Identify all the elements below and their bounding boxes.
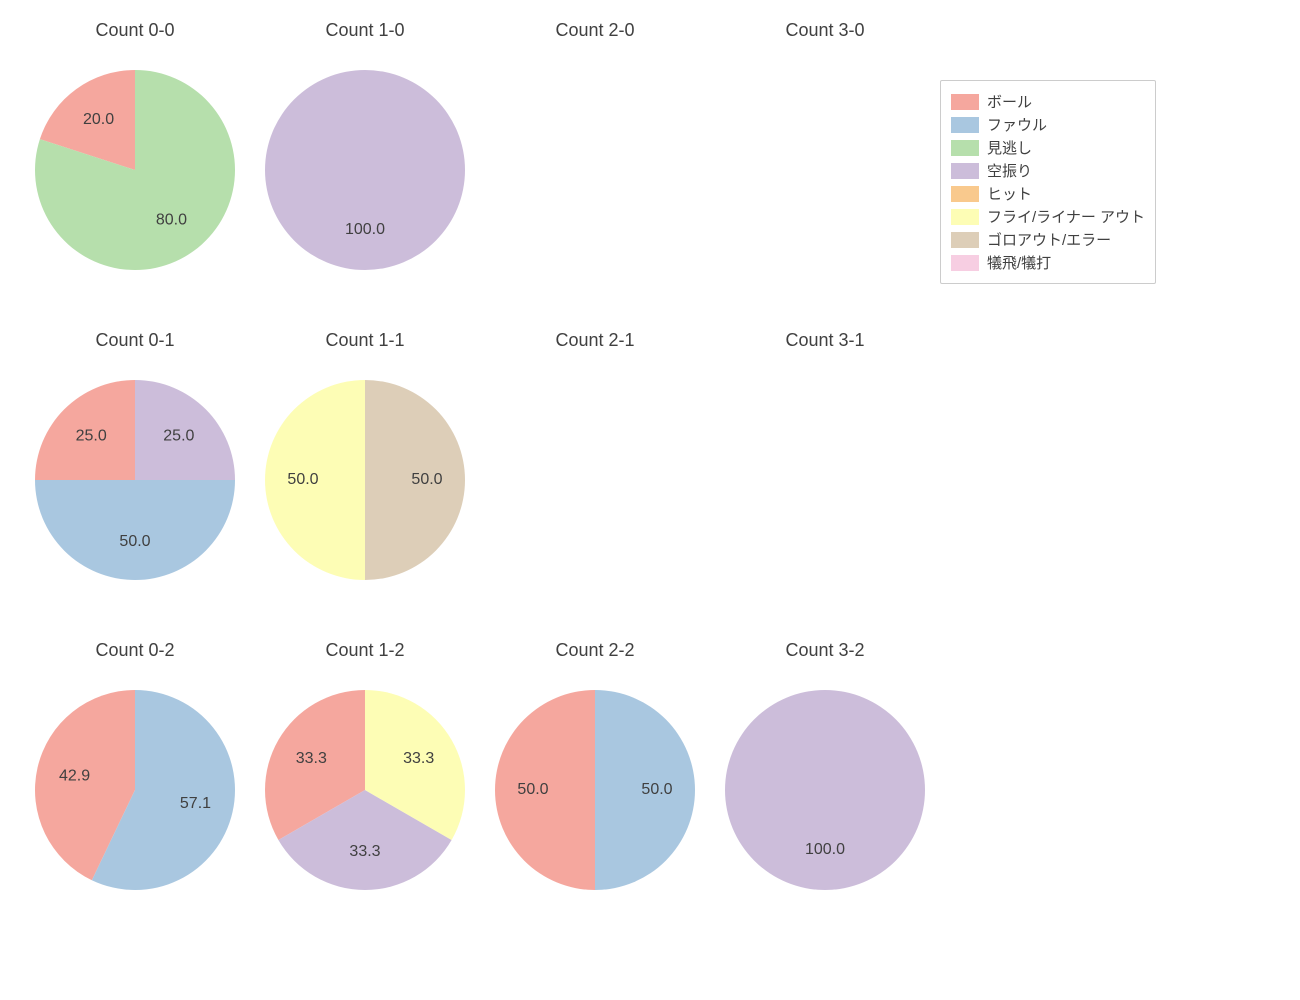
svg-text:25.0: 25.0	[163, 427, 194, 444]
svg-text:50.0: 50.0	[119, 533, 150, 550]
legend-item: ファウル	[951, 114, 1145, 135]
svg-text:50.0: 50.0	[287, 471, 318, 488]
svg-text:100.0: 100.0	[345, 221, 385, 238]
legend-swatch	[951, 232, 979, 248]
pie-chart	[725, 70, 925, 270]
chart-canvas: Count 0-0 20.0 80.0 Count 1-0 100.0 Count 2-0…	[0, 0, 1300, 1000]
pie-cell-1-2: Count 1-2 33.3 33.3 33.3	[250, 630, 480, 940]
svg-text:80.0: 80.0	[156, 211, 187, 228]
pie-chart: 50.0 50.0	[495, 690, 695, 890]
legend-item: ボール	[951, 91, 1145, 112]
cell-title: Count 2-0	[480, 20, 710, 41]
legend-swatch	[951, 163, 979, 179]
pie-chart	[725, 380, 925, 580]
pie-chart	[495, 70, 695, 270]
pie-cell-0-0: Count 0-0 20.0 80.0	[20, 10, 250, 320]
pie-cell-2-1: Count 2-1	[480, 320, 710, 630]
pie-chart: 33.3 33.3 33.3	[265, 690, 465, 890]
legend: ボールファウル見逃し空振りヒットフライ/ライナー アウトゴロアウト/エラー犠飛/…	[940, 80, 1156, 284]
legend-item: 犠飛/犠打	[951, 252, 1145, 273]
pie-cell-0-1: Count 0-1 25.0 50.0 25.0	[20, 320, 250, 630]
legend-label: 見逃し	[987, 137, 1032, 158]
svg-text:50.0: 50.0	[411, 471, 442, 488]
cell-title: Count 3-1	[710, 330, 940, 351]
pie-chart: 20.0 80.0	[35, 70, 235, 270]
legend-swatch	[951, 186, 979, 202]
pie-cell-2-0: Count 2-0	[480, 10, 710, 320]
legend-item: 空振り	[951, 160, 1145, 181]
pie-chart: 25.0 50.0 25.0	[35, 380, 235, 580]
legend-swatch	[951, 117, 979, 133]
legend-swatch	[951, 255, 979, 271]
pie-cell-3-0: Count 3-0	[710, 10, 940, 320]
pie-cell-1-1: Count 1-1 50.0 50.0	[250, 320, 480, 630]
svg-text:20.0: 20.0	[83, 111, 114, 128]
svg-text:42.9: 42.9	[59, 768, 90, 785]
pie-cell-3-1: Count 3-1	[710, 320, 940, 630]
svg-text:100.0: 100.0	[805, 841, 845, 858]
pie-cell-3-2: Count 3-2 100.0	[710, 630, 940, 940]
cell-title: Count 3-2	[710, 640, 940, 661]
cell-title: Count 0-2	[20, 640, 250, 661]
pie-chart: 42.9 57.1	[35, 690, 235, 890]
svg-text:33.3: 33.3	[296, 750, 327, 767]
svg-text:25.0: 25.0	[76, 427, 107, 444]
cell-title: Count 1-1	[250, 330, 480, 351]
legend-label: ボール	[987, 91, 1032, 112]
legend-item: ヒット	[951, 183, 1145, 204]
legend-label: ゴロアウト/エラー	[987, 229, 1111, 250]
pie-chart: 100.0	[265, 70, 465, 270]
cell-title: Count 2-1	[480, 330, 710, 351]
cell-title: Count 2-2	[480, 640, 710, 661]
svg-text:50.0: 50.0	[517, 781, 548, 798]
legend-item: 見逃し	[951, 137, 1145, 158]
legend-label: フライ/ライナー アウト	[987, 206, 1145, 227]
cell-title: Count 1-0	[250, 20, 480, 41]
legend-swatch	[951, 209, 979, 225]
legend-label: 犠飛/犠打	[987, 252, 1051, 273]
svg-text:33.3: 33.3	[349, 843, 380, 860]
pie-chart: 100.0	[725, 690, 925, 890]
legend-swatch	[951, 140, 979, 156]
pie-chart: 50.0 50.0	[265, 380, 465, 580]
cell-title: Count 1-2	[250, 640, 480, 661]
cell-title: Count 0-1	[20, 330, 250, 351]
pie-cell-1-0: Count 1-0 100.0	[250, 10, 480, 320]
legend-item: フライ/ライナー アウト	[951, 206, 1145, 227]
legend-item: ゴロアウト/エラー	[951, 229, 1145, 250]
pie-cell-0-2: Count 0-2 42.9 57.1	[20, 630, 250, 940]
legend-label: ファウル	[987, 114, 1047, 135]
legend-label: ヒット	[987, 183, 1032, 204]
legend-swatch	[951, 94, 979, 110]
legend-label: 空振り	[987, 160, 1032, 181]
svg-text:33.3: 33.3	[403, 750, 434, 767]
pie-cell-2-2: Count 2-2 50.0 50.0	[480, 630, 710, 940]
svg-text:50.0: 50.0	[641, 781, 672, 798]
cell-title: Count 0-0	[20, 20, 250, 41]
cell-title: Count 3-0	[710, 20, 940, 41]
svg-text:57.1: 57.1	[180, 795, 211, 812]
pie-chart	[495, 380, 695, 580]
